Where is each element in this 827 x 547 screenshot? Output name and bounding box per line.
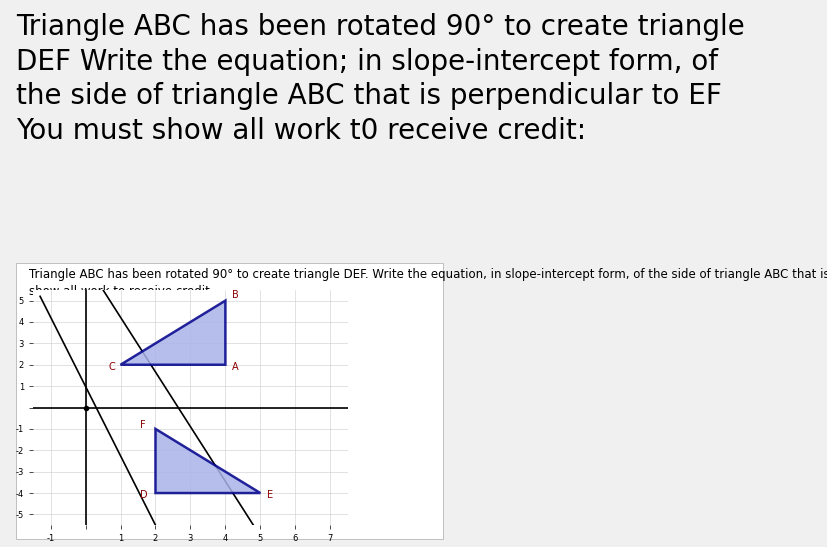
Polygon shape	[121, 301, 225, 365]
Text: C: C	[108, 362, 115, 372]
Text: A: A	[232, 362, 238, 372]
Text: B: B	[232, 290, 238, 300]
Text: F: F	[140, 420, 146, 430]
Text: Triangle ABC has been rotated 90° to create triangle
DEF Write the equation; in : Triangle ABC has been rotated 90° to cre…	[17, 13, 744, 145]
Text: Triangle ABC has been rotated 90° to create triangle DEF. Write the equation, in: Triangle ABC has been rotated 90° to cre…	[29, 269, 827, 299]
FancyBboxPatch shape	[17, 263, 442, 539]
Text: D: D	[140, 491, 147, 501]
Text: E: E	[266, 491, 272, 501]
Polygon shape	[155, 429, 260, 493]
